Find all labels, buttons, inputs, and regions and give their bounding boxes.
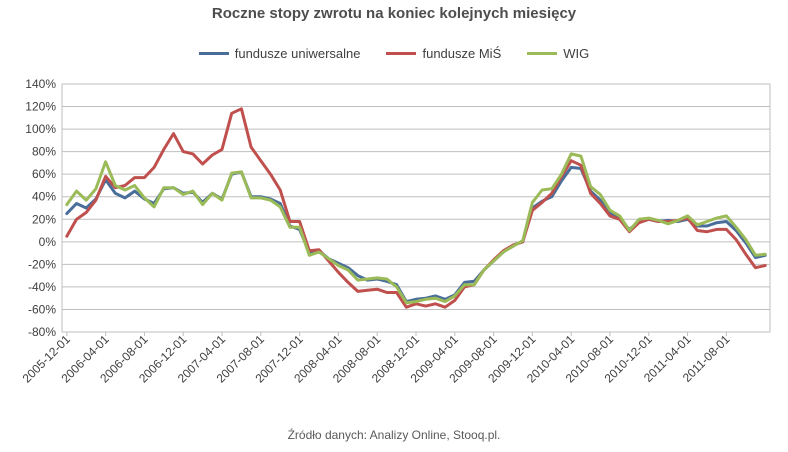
y-tick-label-3: 80%	[32, 145, 56, 159]
y-tick-label-2: 100%	[25, 122, 56, 136]
y-tick-label-6: 20%	[32, 212, 56, 226]
y-tick-label-1: 120%	[25, 100, 56, 114]
legend-item-series-1: fundusze MiŚ	[386, 46, 501, 61]
legend-label-series-1: fundusze MiŚ	[422, 46, 502, 61]
legend-item-series-0: fundusze uniwersalne	[198, 46, 361, 61]
plot-area	[61, 83, 771, 333]
legend-swatch-series-1	[386, 52, 417, 55]
legend-item-series-2: WIG	[527, 46, 589, 61]
legend-swatch-series-2	[527, 52, 558, 55]
source-note: Źródło danych: Analizy Online, Stooq.pl.	[287, 428, 501, 442]
y-tick-label-8: -20%	[28, 257, 56, 271]
legend: fundusze uniwersalne fundusze MiŚ WIG	[0, 46, 788, 61]
chart-title: Roczne stopy zwrotu na koniec kolejnych …	[211, 5, 577, 22]
y-tick-label-11: -80%	[28, 325, 56, 339]
y-tick-label-10: -60%	[28, 302, 56, 316]
y-tick-label-9: -40%	[28, 280, 56, 294]
legend-label-series-0: fundusze uniwersalne	[234, 46, 361, 61]
y-tick-label-4: 60%	[32, 167, 56, 181]
series-line-2	[65, 152, 767, 305]
legend-label-series-2: WIG	[563, 46, 590, 61]
series-line-1	[65, 107, 767, 309]
y-tick-label-5: 40%	[32, 190, 56, 204]
y-tick-label-0: 140%	[25, 77, 56, 91]
legend-swatch-series-0	[198, 52, 229, 55]
y-tick-label-7: 0%	[39, 235, 57, 249]
